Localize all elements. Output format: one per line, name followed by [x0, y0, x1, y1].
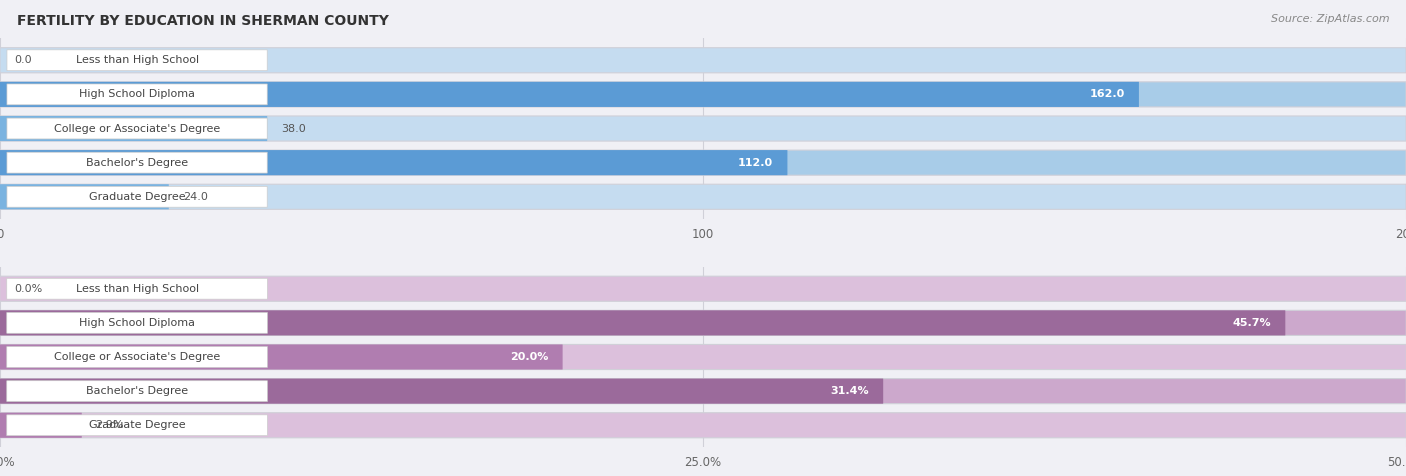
- Text: 0.0: 0.0: [14, 55, 32, 65]
- Text: Source: ZipAtlas.com: Source: ZipAtlas.com: [1271, 14, 1389, 24]
- Text: 112.0: 112.0: [738, 158, 773, 168]
- FancyBboxPatch shape: [0, 82, 1139, 107]
- Text: Less than High School: Less than High School: [76, 55, 198, 65]
- FancyBboxPatch shape: [7, 415, 267, 436]
- FancyBboxPatch shape: [0, 48, 1406, 73]
- Text: 45.7%: 45.7%: [1233, 318, 1271, 328]
- FancyBboxPatch shape: [7, 152, 267, 173]
- FancyBboxPatch shape: [7, 50, 267, 70]
- Text: 24.0: 24.0: [183, 192, 208, 202]
- FancyBboxPatch shape: [0, 150, 1406, 175]
- FancyBboxPatch shape: [7, 381, 267, 402]
- Text: 162.0: 162.0: [1090, 89, 1125, 99]
- Text: High School Diploma: High School Diploma: [79, 318, 195, 328]
- Text: College or Associate's Degree: College or Associate's Degree: [53, 352, 221, 362]
- Text: FERTILITY BY EDUCATION IN SHERMAN COUNTY: FERTILITY BY EDUCATION IN SHERMAN COUNTY: [17, 14, 388, 28]
- FancyBboxPatch shape: [0, 413, 82, 438]
- FancyBboxPatch shape: [7, 187, 267, 207]
- FancyBboxPatch shape: [0, 345, 1406, 369]
- FancyBboxPatch shape: [7, 347, 267, 367]
- FancyBboxPatch shape: [0, 310, 1285, 336]
- FancyBboxPatch shape: [0, 345, 562, 369]
- FancyBboxPatch shape: [0, 378, 1406, 404]
- Text: 0.0%: 0.0%: [14, 284, 42, 294]
- FancyBboxPatch shape: [7, 84, 267, 105]
- FancyBboxPatch shape: [0, 276, 1406, 301]
- Text: 38.0: 38.0: [281, 123, 307, 134]
- FancyBboxPatch shape: [0, 184, 169, 209]
- Text: 20.0%: 20.0%: [510, 352, 548, 362]
- Text: High School Diploma: High School Diploma: [79, 89, 195, 99]
- FancyBboxPatch shape: [7, 278, 267, 299]
- FancyBboxPatch shape: [0, 310, 1406, 336]
- FancyBboxPatch shape: [0, 413, 1406, 438]
- FancyBboxPatch shape: [0, 116, 1406, 141]
- Text: 2.9%: 2.9%: [96, 420, 124, 430]
- Text: Graduate Degree: Graduate Degree: [89, 420, 186, 430]
- FancyBboxPatch shape: [7, 312, 267, 333]
- Text: Bachelor's Degree: Bachelor's Degree: [86, 386, 188, 396]
- Text: College or Associate's Degree: College or Associate's Degree: [53, 123, 221, 134]
- Text: 31.4%: 31.4%: [831, 386, 869, 396]
- FancyBboxPatch shape: [0, 184, 1406, 209]
- Text: Graduate Degree: Graduate Degree: [89, 192, 186, 202]
- FancyBboxPatch shape: [7, 118, 267, 139]
- FancyBboxPatch shape: [0, 150, 787, 175]
- Text: Bachelor's Degree: Bachelor's Degree: [86, 158, 188, 168]
- Text: Less than High School: Less than High School: [76, 284, 198, 294]
- FancyBboxPatch shape: [0, 82, 1406, 107]
- FancyBboxPatch shape: [0, 378, 883, 404]
- FancyBboxPatch shape: [0, 116, 267, 141]
